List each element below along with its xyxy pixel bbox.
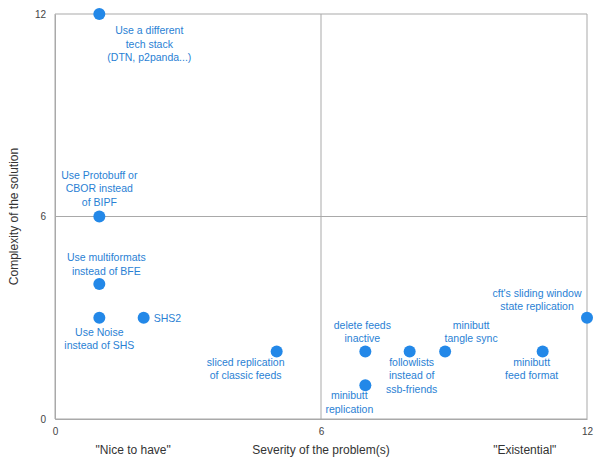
annotation: "Existential" [493,443,556,457]
point-label: delete feeds [334,319,391,331]
point [581,312,593,324]
tick: 12 [582,419,594,437]
annotation: "Nice to have" [96,443,171,457]
point [138,312,150,324]
point-label: instead of SHS [64,339,134,351]
x-axis: 0 6 12 [53,419,594,437]
point-label: inactive [345,332,381,344]
point-label: tangle sync [445,332,498,344]
tick-label: 0 [53,426,59,437]
point-label: minibutt [453,319,490,331]
y-axis-title: Complexity of the solution [7,148,21,285]
tick-label: 12 [35,9,47,20]
point-label: state replication [500,300,574,312]
point-label: Use a different [115,24,183,36]
grid-line [55,216,587,217]
point-label: Use Noise [75,326,124,338]
point [93,312,105,324]
point-label: Use Protobuff or [61,169,138,181]
tick-label: 0 [40,414,46,425]
grid [55,14,587,419]
tick: 6 [319,419,325,437]
point [93,211,105,223]
chart: 0 6 12 0 6 12 Severity of the problem(s) Comple… [0,0,600,471]
y-axis: 0 6 12 [35,9,56,425]
point-label: tech stack [126,38,174,50]
tick-label: 12 [582,426,594,437]
tick-label: 6 [319,426,325,437]
point-label: instead of [389,369,435,381]
point-label: minibutt [513,356,550,368]
point-labels: Use a different tech stack(DTN, p2panda..… [61,24,582,415]
grid-line [55,419,587,420]
x-axis-title: Severity of the problem(s) [252,443,389,457]
point-label: CBOR instead [66,182,133,194]
point [439,346,451,358]
points [93,8,593,391]
grid-line [55,14,587,15]
point-label: cft's sliding window [493,287,582,299]
tick-label: 6 [40,211,46,222]
point [359,346,371,358]
point-label: (DTN, p2panda...) [107,51,191,63]
tick: 0 [40,414,55,425]
grid-line [55,14,56,419]
point-label: replication [325,403,373,415]
point [93,8,105,20]
point-label: sliced replication [207,356,285,368]
point-label: followlists [389,356,434,368]
point-label: feed format [505,369,558,381]
tick: 6 [40,211,55,222]
axis-line [55,15,56,420]
tick: 12 [35,9,55,20]
axis-line [56,419,588,420]
point-label: minibutt [331,389,368,401]
point-label: of classic feeds [210,369,282,381]
point-label: of BIPF [82,196,117,208]
point-label: instead of BFE [72,265,141,277]
point [93,278,105,290]
point-label: Use multiformats [67,251,146,263]
tick: 0 [53,419,59,437]
point-label: SHS2 [154,312,182,324]
point-label: ssb-friends [386,383,437,395]
